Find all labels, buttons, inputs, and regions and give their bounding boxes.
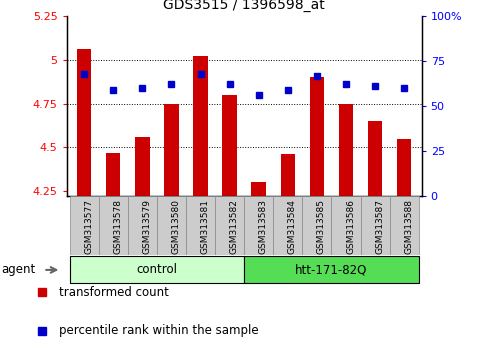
Bar (193, 56, 208, 196)
Text: GSM313588: GSM313588 (404, 199, 413, 255)
Bar (244, 196, 273, 255)
Bar (390, 196, 419, 255)
Text: GSM313579: GSM313579 (142, 199, 151, 255)
FancyBboxPatch shape (244, 256, 419, 284)
Bar (397, 139, 412, 196)
Bar (339, 104, 353, 196)
Text: transformed count: transformed count (59, 286, 169, 298)
Bar (310, 77, 324, 196)
Text: htt-171-82Q: htt-171-82Q (295, 263, 368, 276)
Text: GSM313577: GSM313577 (84, 199, 93, 255)
Bar (186, 196, 215, 255)
Bar (331, 196, 360, 255)
Bar (157, 196, 186, 255)
Text: GSM313584: GSM313584 (288, 199, 297, 254)
Bar (128, 196, 157, 255)
Bar (77, 49, 91, 196)
Title: GDS3515 / 1396598_at: GDS3515 / 1396598_at (163, 0, 325, 12)
Bar (222, 95, 237, 196)
Bar (252, 182, 266, 196)
Text: GSM313585: GSM313585 (317, 199, 326, 255)
Bar (215, 196, 244, 255)
Text: control: control (136, 263, 177, 276)
FancyBboxPatch shape (70, 256, 244, 284)
Text: agent: agent (1, 263, 36, 276)
Text: GSM313580: GSM313580 (171, 199, 181, 255)
Bar (135, 137, 150, 196)
Bar (302, 196, 331, 255)
Text: GSM313578: GSM313578 (113, 199, 122, 255)
Text: GSM313582: GSM313582 (229, 199, 239, 254)
Text: GSM313586: GSM313586 (346, 199, 355, 255)
Bar (99, 196, 128, 255)
Bar (360, 196, 390, 255)
Bar (368, 121, 383, 196)
Text: GSM313581: GSM313581 (200, 199, 210, 255)
Bar (281, 154, 295, 196)
Bar (106, 153, 120, 196)
Text: GSM313587: GSM313587 (375, 199, 384, 255)
Bar (273, 196, 302, 255)
Bar (164, 104, 179, 196)
Text: GSM313583: GSM313583 (259, 199, 268, 255)
Bar (70, 196, 99, 255)
Text: percentile rank within the sample: percentile rank within the sample (59, 325, 258, 337)
